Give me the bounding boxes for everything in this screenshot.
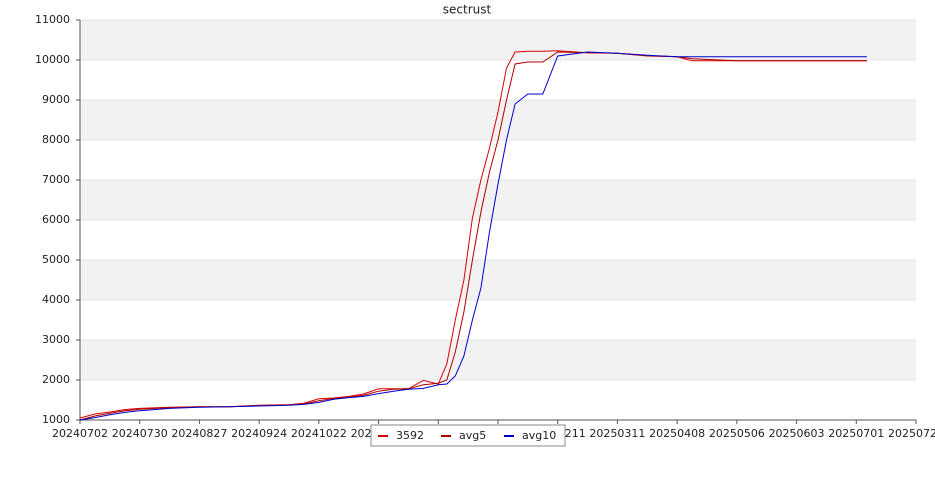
x-tick-label: 20250729 <box>888 427 935 440</box>
x-tick-label: 20240730 <box>112 427 168 440</box>
legend-label: avg10 <box>522 429 556 442</box>
y-tick-label: 4000 <box>42 293 70 306</box>
x-tick-label: 20250311 <box>589 427 645 440</box>
y-tick-label: 3000 <box>42 333 70 346</box>
grid-band <box>80 340 916 380</box>
grid-band <box>80 20 916 60</box>
legend-label: avg5 <box>459 429 486 442</box>
grid-band <box>80 380 916 420</box>
chart-title: sectrust <box>443 3 492 17</box>
grid-band <box>80 300 916 340</box>
x-tick-label: 20250506 <box>709 427 765 440</box>
y-tick-label: 5000 <box>42 253 70 266</box>
grid-band <box>80 100 916 140</box>
y-tick-label: 1000 <box>42 413 70 426</box>
grid-band <box>80 260 916 300</box>
y-tick-label: 10000 <box>35 53 70 66</box>
legend: 3592 avg5 avg10 <box>370 424 566 447</box>
x-tick-label: 20241022 <box>291 427 347 440</box>
grid-band <box>80 220 916 260</box>
y-tick-label: 6000 <box>42 213 70 226</box>
legend-box <box>370 424 566 447</box>
x-tick-label: 20250701 <box>828 427 884 440</box>
y-tick-label: 9000 <box>42 93 70 106</box>
x-tick-label: 20250603 <box>769 427 825 440</box>
x-tick-label: 20250408 <box>649 427 705 440</box>
y-tick-label: 2000 <box>42 373 70 386</box>
x-tick-label: 20240827 <box>171 427 227 440</box>
series-line <box>79 51 867 421</box>
grid-band <box>80 60 916 100</box>
legend-label: 3592 <box>396 429 424 442</box>
x-tick-label: 20240702 <box>52 427 108 440</box>
x-tick-label: 20240924 <box>231 427 287 440</box>
y-tick-label: 7000 <box>42 173 70 186</box>
y-tick-label: 11000 <box>35 13 70 26</box>
grid-band <box>80 140 916 180</box>
y-tick-label: 8000 <box>42 133 70 146</box>
